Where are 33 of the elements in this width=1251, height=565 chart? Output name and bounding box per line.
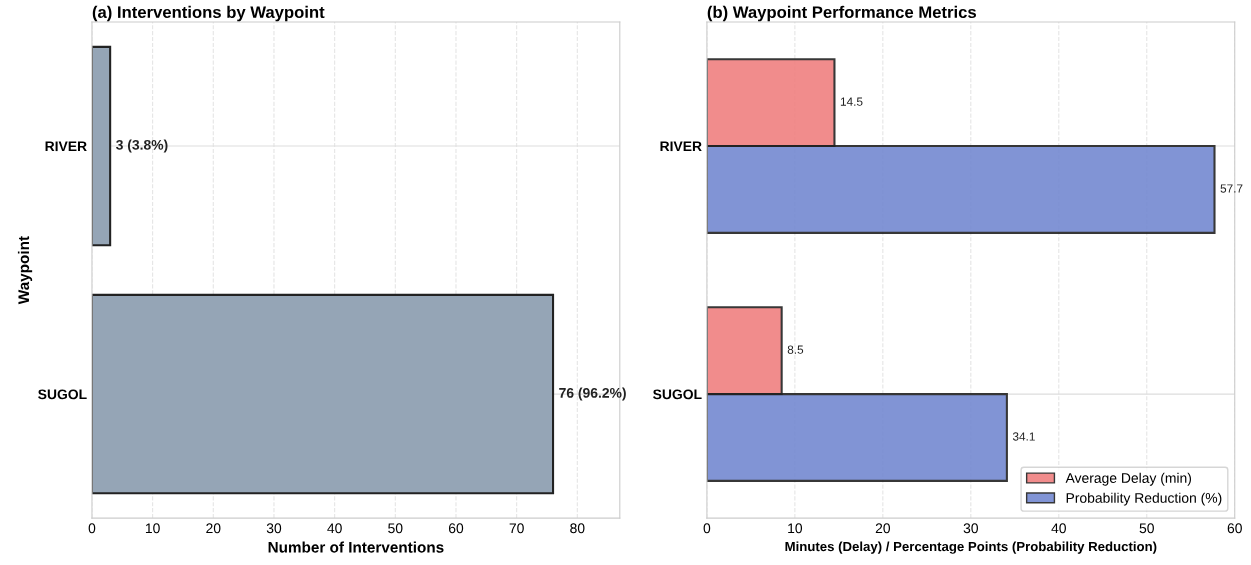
x-tick-label: 50 — [388, 523, 403, 534]
x-tick-label: 80 — [570, 523, 585, 534]
x-tick-label: 60 — [1227, 523, 1242, 534]
chart-title: (a) Interventions by Waypoint — [92, 5, 325, 22]
x-tick-label: 30 — [963, 523, 978, 534]
x-tick-label: 10 — [145, 523, 160, 534]
data-label: 34.1 — [1012, 432, 1035, 441]
x-tick-label: 40 — [1051, 523, 1066, 534]
legend-label: Probability Reduction (%) — [1066, 492, 1222, 506]
x-axis-title: Minutes (Delay) / Percentage Points (Probability Reduction) — [785, 541, 1157, 554]
y-tick-label: RIVER — [45, 141, 87, 152]
y-tick-label: SUGOL — [38, 389, 87, 400]
x-axis-title: Number of Interventions — [268, 541, 444, 553]
data-label: 8.5 — [787, 345, 804, 354]
x-tick-label: 20 — [206, 523, 221, 534]
x-tick-label: 10 — [788, 523, 803, 534]
x-tick-label: 0 — [88, 523, 96, 534]
data-label: 57.7 — [1220, 184, 1243, 193]
x-tick-label: 50 — [1139, 523, 1154, 534]
x-tick-label: 20 — [875, 523, 891, 534]
data-label: 76 (96.2%) — [559, 387, 626, 401]
x-tick-label: 60 — [448, 523, 464, 534]
x-tick-label: 0 — [703, 523, 711, 534]
chart-title: (b) Waypoint Performance Metrics — [707, 5, 976, 22]
x-tick-label: 70 — [509, 523, 524, 534]
y-tick-label: SUGOL — [653, 389, 702, 400]
x-tick-label: 30 — [266, 523, 282, 534]
data-label: 3 (3.8%) — [116, 139, 168, 153]
y-axis-title: Waypoint — [17, 236, 33, 305]
data-label: 14.5 — [840, 97, 863, 106]
x-tick-label: 40 — [327, 523, 342, 534]
legend-label: Average Delay (min) — [1065, 472, 1192, 486]
y-tick-label: RIVER — [660, 141, 702, 152]
